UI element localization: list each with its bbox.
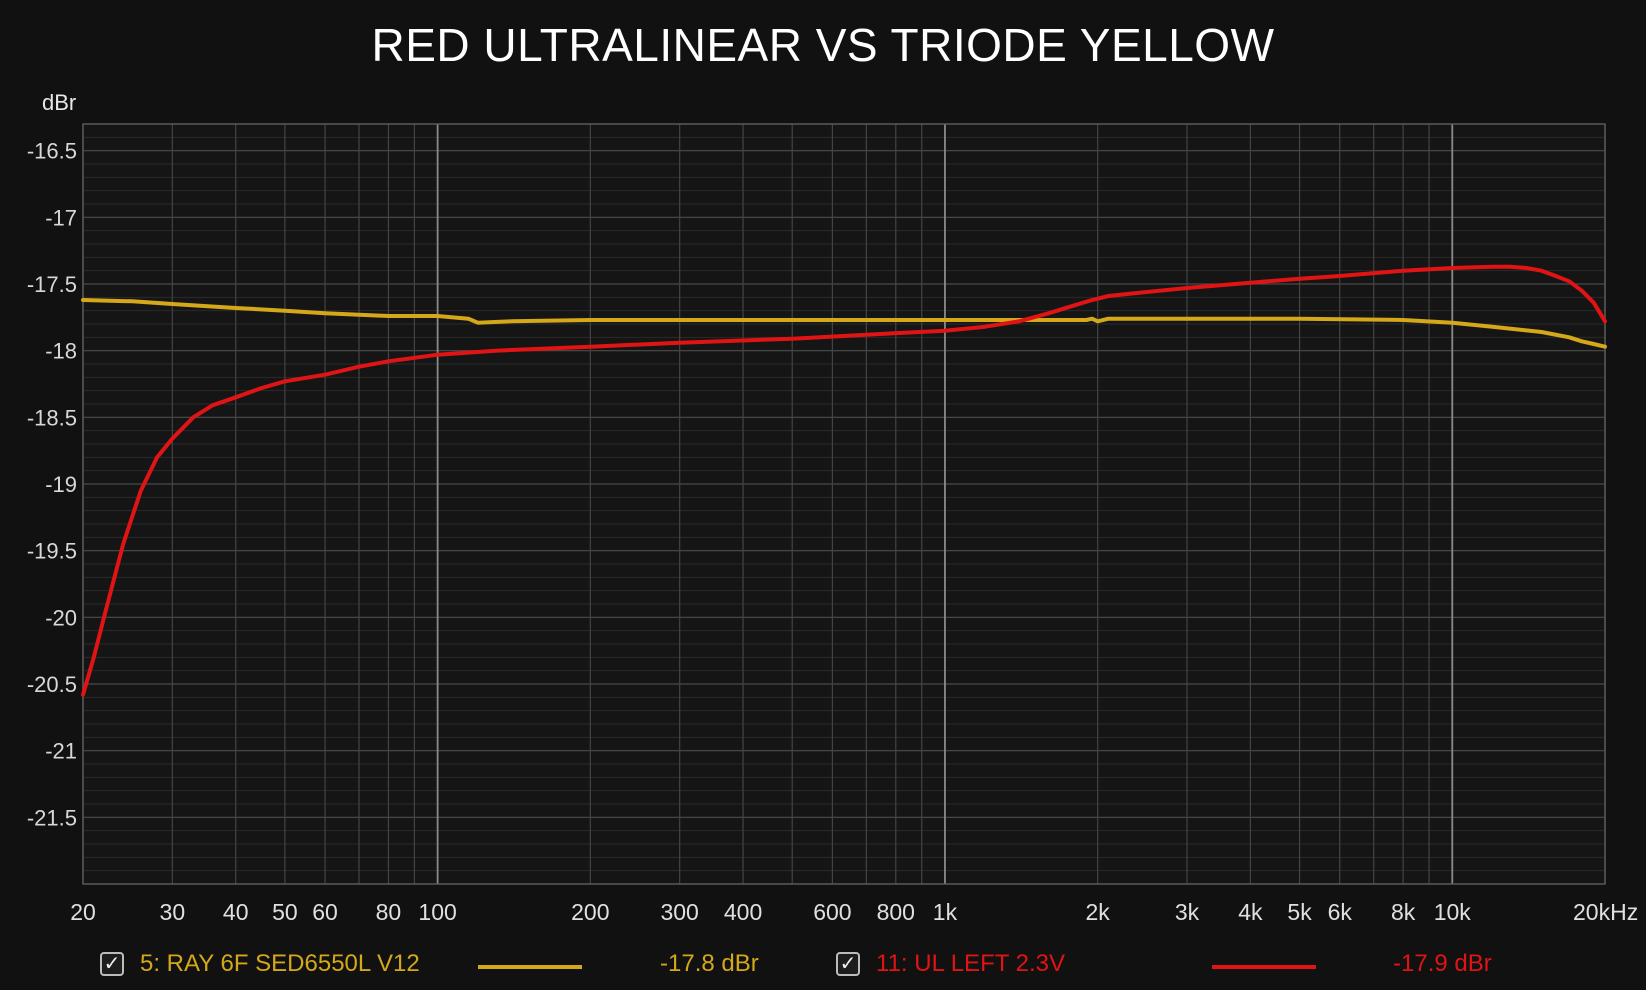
x-tick-label: 50	[272, 899, 298, 925]
legend-swatch-series-2	[1212, 965, 1316, 969]
y-tick-label: -17.5	[27, 272, 77, 297]
x-tick-label: 8k	[1391, 899, 1416, 925]
checkbox-series-2[interactable]: ✓	[836, 952, 860, 976]
x-tick-label: 100	[418, 899, 456, 925]
frequency-response-plot: -16.5 -17 -17.5 -18 -18.5 -19 -19.5 -20 -20.5 -21…	[27, 90, 1638, 925]
plot-border	[82, 123, 1606, 885]
legend-swatch-series-1	[478, 965, 582, 969]
legend-label-series-1: 5: RAY 6F SED6550L V12	[140, 950, 420, 977]
x-tick-label: 1k	[933, 899, 958, 925]
legend-item-series-2[interactable]: ✓ 11: UL LEFT 2.3V	[836, 944, 1065, 984]
y-tick-label: -20	[45, 605, 77, 630]
x-tick-label: 200	[571, 899, 609, 925]
y-tick-label: -17	[45, 205, 77, 230]
x-tick-label: 60	[312, 899, 338, 925]
x-tick-label: 20kHz	[1573, 899, 1638, 925]
x-tick-label: 400	[724, 899, 762, 925]
x-tick-label: 6k	[1328, 899, 1353, 925]
y-tick-label: -18	[45, 339, 77, 364]
legend-value-series-2: -17.9 dBr	[1393, 950, 1492, 977]
x-tick-label: 5k	[1287, 899, 1312, 925]
y-tick-label: -16.5	[27, 139, 77, 164]
x-tick-label: 2k	[1086, 899, 1111, 925]
series-line-1	[81, 298, 1607, 349]
legend-label-series-2: 11: UL LEFT 2.3V	[876, 950, 1065, 977]
legend-item-series-1[interactable]: ✓ 5: RAY 6F SED6550L V12	[100, 944, 420, 984]
y-tick-label: -19.5	[27, 539, 77, 564]
checkmark-icon: ✓	[839, 953, 857, 975]
x-tick-label: 800	[877, 899, 915, 925]
checkbox-series-1[interactable]: ✓	[100, 952, 124, 976]
y-tick-label: -20.5	[27, 672, 77, 697]
series-line-2	[81, 264, 1607, 697]
x-tick-label: 600	[813, 899, 851, 925]
x-tick-label: 40	[223, 899, 249, 925]
x-tick-label: 20	[70, 899, 96, 925]
checkmark-icon: ✓	[103, 953, 121, 975]
y-tick-label: -18.5	[27, 405, 77, 430]
plot-area	[83, 124, 1605, 884]
x-tick-label: 80	[376, 899, 402, 925]
x-tick-label: 3k	[1175, 899, 1200, 925]
legend: ✓ 5: RAY 6F SED6550L V12 -17.8 dBr ✓ 11:…	[0, 944, 1646, 990]
x-tick-label: 300	[660, 899, 698, 925]
y-tick-label: -21	[45, 739, 77, 764]
x-tick-label: 4k	[1238, 899, 1263, 925]
legend-value-series-1: -17.8 dBr	[660, 950, 759, 977]
x-tick-label: 30	[160, 899, 186, 925]
x-tick-label: 10k	[1434, 899, 1472, 925]
y-axis-label: dBr	[42, 90, 76, 115]
y-tick-label: -19	[45, 472, 77, 497]
chart-title: RED ULTRALINEAR VS TRIODE YELLOW	[371, 19, 1275, 71]
y-tick-label: -21.5	[27, 805, 77, 830]
